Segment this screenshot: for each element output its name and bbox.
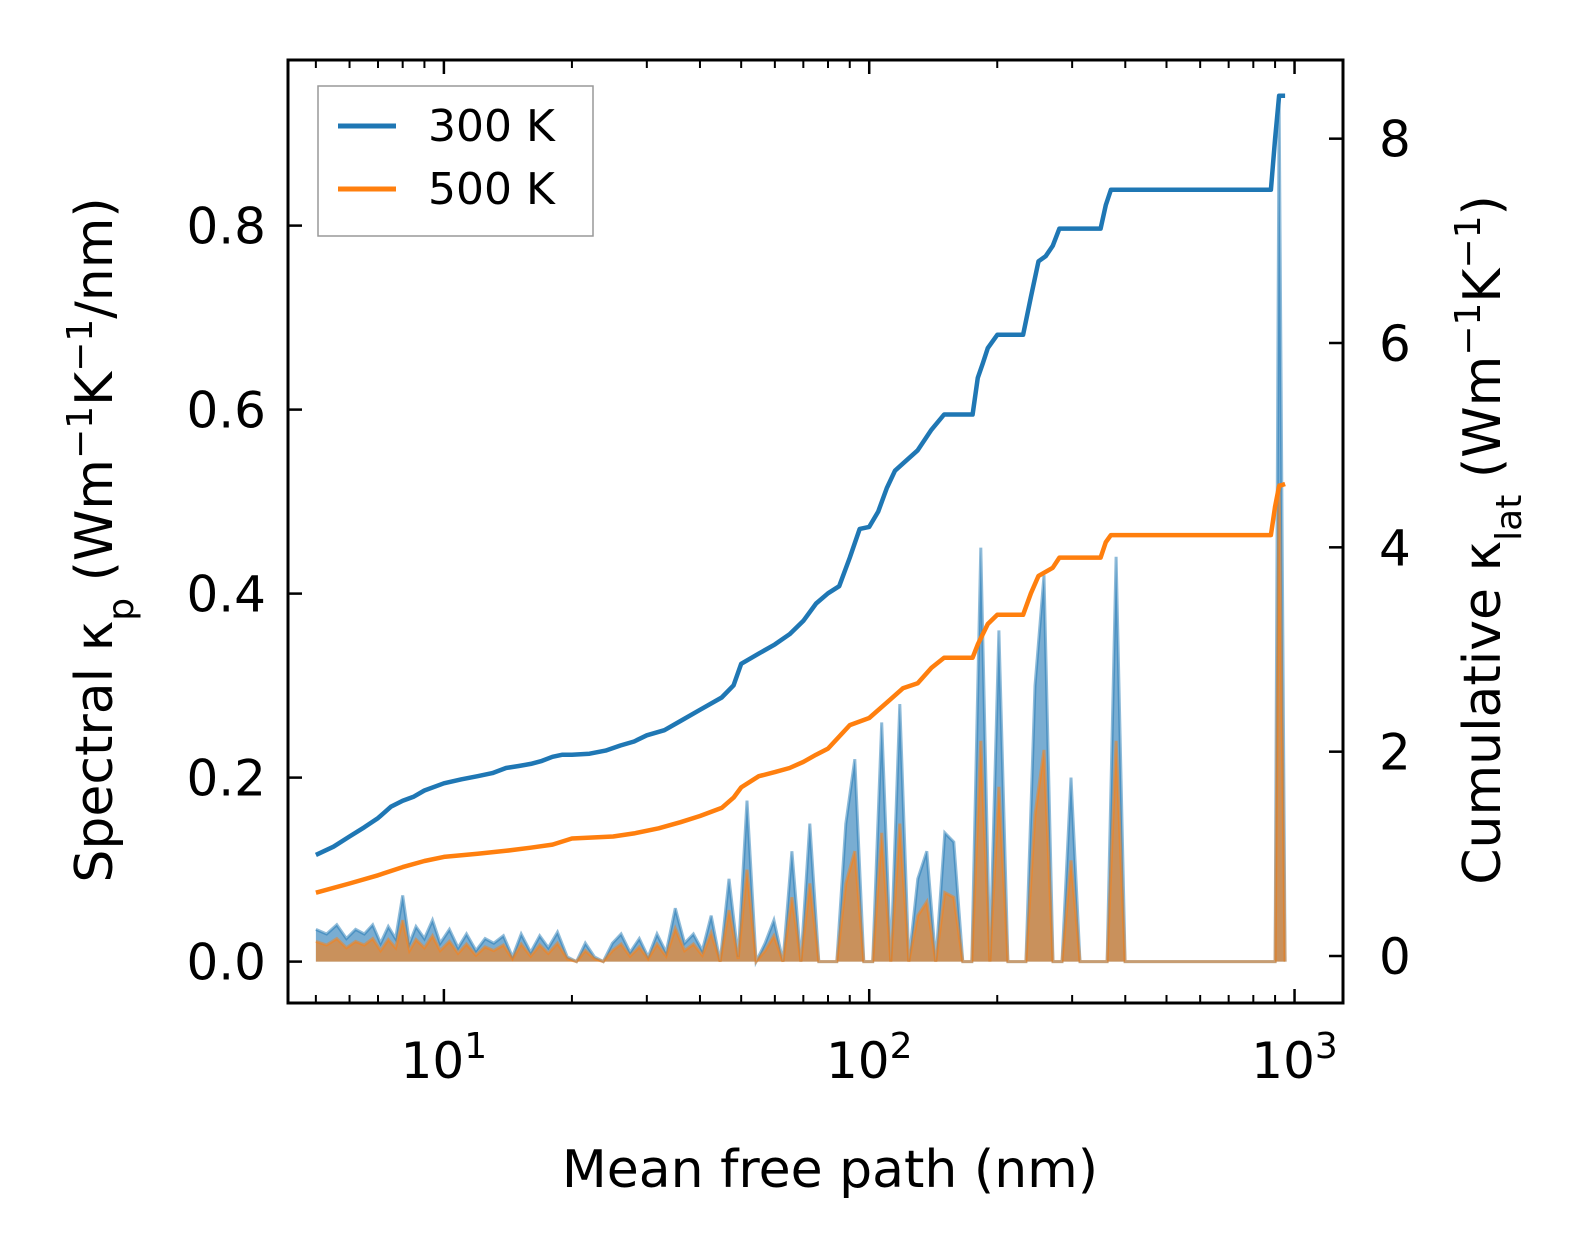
y-right-tick-label: 6 [1379,315,1411,373]
y-right-tick-label: 4 [1379,519,1411,577]
spectral-line-500-k-spectral [315,483,1287,966]
y-right-tick-label: 2 [1379,724,1411,782]
legend-label-300k: 300 K [428,101,556,152]
legend: 300 K 500 K [317,85,594,237]
y-right-tick-label: 8 [1379,111,1411,169]
y-left-tick-label: 0.2 [186,750,266,808]
x-tick-label: 103 [1251,1026,1338,1091]
y-right-tick-label: 0 [1379,928,1411,986]
x-tick-label: 101 [401,1026,488,1091]
legend-label-500k: 500 K [428,164,556,215]
spectral-area-300-k-spectral [315,96,1286,962]
tick-layer: 101 102 103 0.0 0.2 0.4 0.6 0.8 0 2 4 6 8 [186,60,1411,1091]
y-axis-right-label: Cumulative κlat (Wm−1K−1) [1448,195,1530,885]
legend-box [317,85,594,237]
y-axis-left-label: Spectral κp (Wm−1K−1/nm) [60,197,142,882]
y-left-tick-label: 0.8 [186,198,266,256]
spectral-area-layer [315,96,1287,968]
spectral-area-500-k-spectral [315,483,1286,962]
cumulative-line-500-k [315,481,1286,895]
y-left-tick-label: 0.6 [186,382,266,440]
cumulative-line-300-k [314,93,1286,857]
cumulative-line-layer [314,93,1286,895]
y-left-tick-label: 0.4 [186,566,266,624]
x-tick-label: 102 [826,1026,913,1091]
plot-frame [286,58,1345,1005]
x-axis-label: Mean free path (nm) [562,1140,1098,1200]
y-left-tick-label: 0.0 [186,934,266,992]
